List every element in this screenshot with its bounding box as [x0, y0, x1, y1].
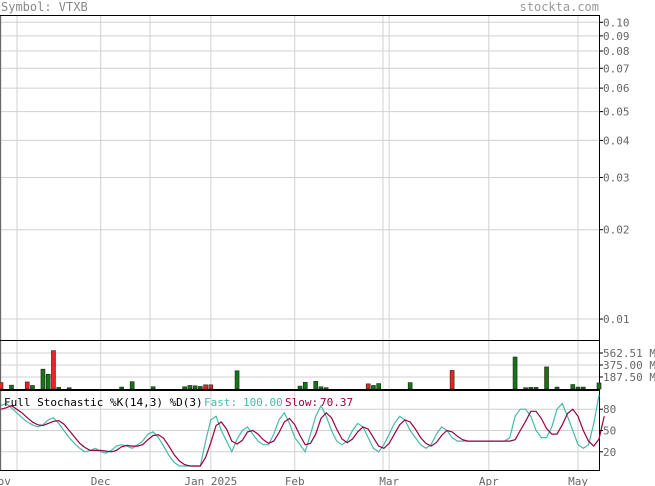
volume-bar	[376, 383, 381, 390]
volume-bar	[570, 384, 576, 390]
fast-value: 100.00	[243, 396, 283, 409]
price-tick-label: 0.10	[603, 16, 630, 29]
site-link[interactable]: stockta.com	[520, 0, 599, 14]
price-tick-label: 0.02	[603, 224, 630, 237]
volume-bar	[182, 386, 187, 390]
price-tick-label: 0.01	[603, 313, 630, 326]
stochastic-tick-label: 80	[603, 403, 616, 416]
volume-bar	[9, 384, 14, 390]
price-grid	[0, 16, 599, 340]
x-tick-label: Nov	[0, 475, 11, 486]
stochastic-axis-ticks: 80 50 20	[599, 403, 616, 459]
x-tick-label: Jan 2025	[184, 475, 237, 486]
volume-bar	[407, 382, 413, 390]
volume-bar	[56, 387, 62, 390]
volume-bar	[203, 384, 208, 390]
volume-bars	[0, 350, 602, 390]
volume-bar	[512, 356, 518, 390]
stochastic-tick-label: 20	[603, 446, 616, 459]
volume-bar	[187, 385, 193, 390]
volume-bar	[129, 381, 135, 390]
symbol-label: Symbol: VTXB	[1, 0, 88, 14]
volume-bar	[208, 384, 214, 390]
price-axis-ticks: 0.100.09 0.08 0.07 0.06 0.05 0.04 0.03 0.02 0.01	[599, 16, 630, 326]
volume-bar	[45, 373, 51, 390]
fast-label: Fast:	[204, 396, 237, 409]
volume-bar	[51, 350, 56, 390]
volume-bar	[365, 383, 371, 390]
volume-bar	[596, 382, 602, 390]
volume-tick-label: 375.00 M	[603, 359, 655, 372]
volume-bar	[24, 381, 30, 390]
x-tick-label: Dec	[91, 475, 111, 486]
volume-bar	[528, 387, 534, 390]
volume-bar	[449, 370, 455, 390]
volume-bar	[323, 387, 329, 390]
x-tick-label: May	[568, 475, 588, 486]
volume-bar	[150, 386, 156, 390]
volume-bar	[318, 386, 324, 390]
volume-tick-label: 187.50 M	[603, 371, 655, 384]
volume-bar	[575, 386, 581, 390]
stochastic-title: Full Stochastic %K(14,3) %D(3)	[4, 396, 203, 409]
x-axis-labels: Nov Dec Jan 2025 Feb Mar Apr May	[0, 475, 588, 486]
price-tick-label: 0.07	[603, 62, 630, 75]
price-tick-label: 0.04	[603, 134, 630, 147]
price-tick-label: 0.08	[603, 45, 630, 58]
x-tick-label: Mar	[379, 475, 399, 486]
price-tick-label: 0.05	[603, 106, 630, 119]
volume-bar	[580, 386, 586, 390]
volume-bar	[234, 370, 240, 390]
x-tick-label: Apr	[479, 475, 499, 486]
stochastic-tick-label: 50	[603, 425, 616, 438]
volume-bar	[198, 386, 203, 390]
volume-bar	[523, 387, 528, 390]
volume-bar	[0, 382, 4, 390]
price-tick-label: 0.09	[603, 30, 630, 43]
price-tick-label: 0.03	[603, 171, 630, 184]
volume-bar	[313, 381, 319, 390]
volume-bar	[40, 368, 46, 390]
volume-bar	[371, 385, 376, 390]
volume-bar	[544, 366, 549, 390]
volume-bar	[533, 387, 539, 390]
volume-bar	[66, 387, 72, 390]
volume-bar	[30, 385, 35, 390]
slow-label: Slow:	[285, 396, 318, 409]
volume-bar	[297, 385, 303, 390]
price-tick-label: 0.06	[603, 82, 630, 95]
volume-bar	[554, 386, 560, 390]
volume-bar	[302, 381, 308, 390]
slow-value: 70.37	[320, 396, 353, 409]
price-panel	[0, 15, 600, 341]
volume-bar	[119, 386, 124, 390]
slow-stochastic-line	[0, 404, 605, 467]
x-tick-label: Feb	[285, 475, 305, 486]
volume-tick-label: 562.51 M	[603, 347, 655, 360]
volume-bar	[192, 385, 198, 390]
volume-grid	[0, 341, 599, 389]
